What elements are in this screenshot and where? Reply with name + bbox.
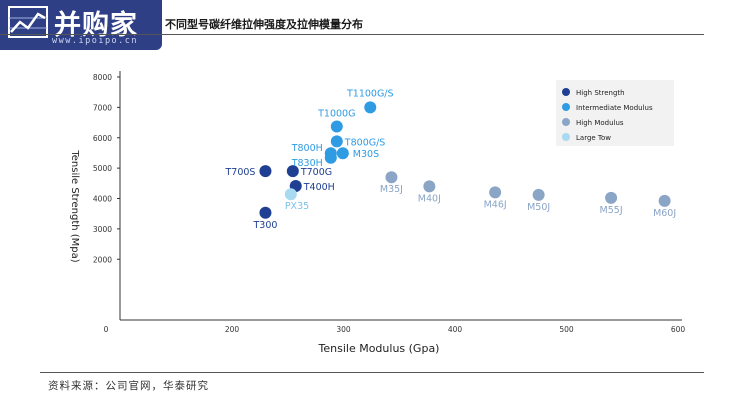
y-tick-label: 4000 [93, 195, 112, 204]
data-point [489, 186, 502, 199]
x-tick-label: 300 [336, 325, 351, 334]
logo: 并购家 www.ipoipo.cn [0, 0, 162, 50]
data-label: T400H [303, 182, 335, 193]
y-tick-label: 7000 [93, 103, 112, 112]
data-label: M55J [600, 205, 623, 216]
legend-marker [562, 118, 570, 126]
x-tick-label: 600 [671, 325, 686, 334]
data-point [330, 135, 343, 148]
data-label: T700S [224, 167, 255, 178]
legend-box [556, 80, 674, 146]
data-label: M40J [418, 193, 441, 204]
data-label: M50J [527, 202, 550, 213]
data-point [532, 188, 545, 201]
y-tick-label: 6000 [93, 134, 112, 143]
x-tick-label: 400 [448, 325, 463, 334]
data-label: T1100G/S [346, 88, 394, 99]
chart-logo-icon [8, 6, 48, 38]
data-point [605, 191, 618, 204]
data-label: T800G/S [344, 137, 386, 148]
data-label: M35J [380, 184, 403, 195]
data-label: M30S [353, 149, 379, 160]
data-label: M60J [653, 208, 676, 219]
y-tick-label: 5000 [93, 164, 112, 173]
data-point [385, 171, 398, 184]
legend-entry: Large Tow [576, 134, 611, 142]
x-tick-label: 200 [225, 325, 240, 334]
source-note: 资料来源：公司官网，华泰研究 [48, 380, 209, 392]
title-divider [0, 34, 704, 35]
legend-entry: High Modulus [576, 119, 624, 127]
data-point [330, 120, 343, 133]
data-point [658, 194, 671, 207]
data-label: T800H [291, 143, 323, 154]
page-title: 不同型号碳纤维拉伸强度及拉伸模量分布 [165, 18, 363, 31]
logo-url: www.ipoipo.cn [52, 36, 139, 46]
y-tick-label: 3000 [93, 225, 112, 234]
legend-marker [562, 133, 570, 141]
data-point [336, 147, 349, 160]
data-label: T830H [291, 158, 323, 169]
y-tick-label: 8000 [93, 73, 112, 82]
x-tick-label: 500 [559, 325, 574, 334]
data-label: PX35 [285, 201, 309, 212]
legend-marker [562, 88, 570, 96]
y-axis-title: Tensile Strength (Mpa) [69, 149, 80, 262]
y-tick-label: 2000 [93, 255, 112, 264]
source-divider [40, 372, 704, 373]
legend-entry: High Strength [576, 89, 625, 97]
data-label: T700G [300, 167, 332, 178]
data-point [259, 165, 272, 178]
data-point [284, 188, 297, 201]
data-label: T1000G [317, 109, 355, 120]
data-label: T300 [252, 220, 277, 231]
x-axis-title: Tensile Modulus (Gpa) [318, 342, 440, 355]
x-tick-label: 0 [104, 325, 109, 334]
legend-marker [562, 103, 570, 111]
data-point [259, 206, 272, 219]
logo-text: 并购家 [54, 10, 138, 41]
data-point [324, 151, 337, 164]
legend-entry: Intermediate Modulus [576, 104, 653, 112]
data-point [364, 101, 377, 114]
data-label: M46J [484, 199, 507, 210]
data-point [286, 165, 299, 178]
data-point [423, 180, 436, 193]
